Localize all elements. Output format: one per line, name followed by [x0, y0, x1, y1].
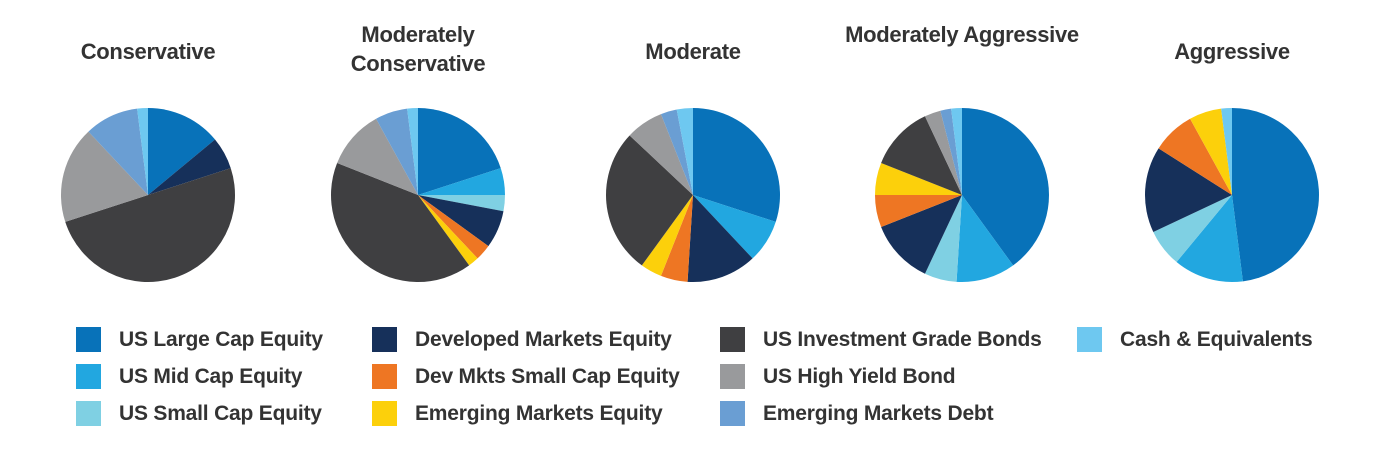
pie-2 [605, 108, 781, 282]
pie-slice [1153, 195, 1232, 263]
pie-slice [687, 195, 753, 282]
pie-title: Conservative [80, 39, 216, 64]
legend-label: Dev Mkts Small Cap Equity [415, 364, 680, 388]
legend-label: US Mid Cap Equity [119, 364, 303, 388]
legend-label: US High Yield Bond [763, 364, 956, 388]
pie-title: Moderately Conservative [350, 22, 486, 76]
legend-swatch [76, 364, 101, 389]
pie-slice [660, 109, 693, 195]
legend-label: Emerging Markets Equity [415, 401, 663, 425]
pie-slice [693, 195, 776, 259]
pie-slice [924, 110, 962, 195]
legend-swatch [720, 327, 745, 352]
pie-slice [65, 168, 235, 282]
pie-slice [605, 135, 693, 266]
legend-label: Emerging Markets Debt [763, 401, 994, 425]
pie-slice [337, 118, 418, 195]
pie-slice [940, 108, 962, 195]
legend-item: Cash & Equivalents [1077, 327, 1313, 352]
legend-item: US Large Cap Equity [76, 327, 323, 352]
pie-slice [875, 162, 962, 195]
legend-label: Cash & Equivalents [1120, 327, 1313, 351]
legend-swatch [372, 327, 397, 352]
pie-slice [1158, 118, 1232, 195]
pie-charts [61, 108, 1319, 283]
legend-swatch [720, 401, 745, 426]
legend-label: US Large Cap Equity [119, 327, 323, 351]
pie-slice [88, 108, 148, 195]
pie-slice [641, 195, 693, 276]
pie-slice [693, 108, 781, 222]
pie-slice [148, 108, 216, 195]
pie-title: Moderate [645, 39, 741, 64]
legend-item: Developed Markets Equity [372, 327, 672, 352]
pie-title: Aggressive [1174, 39, 1290, 64]
pie-title: Moderately Aggressive [845, 22, 1079, 47]
pie-slice [962, 108, 1049, 266]
legend-swatch [1077, 327, 1102, 352]
pie-slice [956, 195, 1014, 283]
pie-slice [418, 195, 505, 212]
pie-slice [676, 108, 693, 195]
pie-slice [376, 108, 418, 195]
pie-3 [875, 108, 1049, 283]
pie-slice [881, 116, 962, 195]
pie-slice [418, 195, 489, 259]
pie-slice [330, 162, 470, 283]
pie-slice [407, 108, 418, 195]
legend-item: Emerging Markets Equity [372, 401, 663, 426]
legend-item: US Mid Cap Equity [76, 364, 302, 389]
legend-item: Dev Mkts Small Cap Equity [372, 364, 680, 389]
pie-slice [881, 195, 962, 274]
pie-slice [418, 168, 505, 195]
legend-label: US Small Cap Equity [119, 401, 322, 425]
pie-slice [951, 108, 962, 195]
pie-slice [1221, 108, 1232, 195]
legend-swatch [76, 401, 101, 426]
pie-slice [1232, 108, 1319, 282]
legend-item: US Investment Grade Bonds [720, 327, 1042, 352]
pie-slice [148, 139, 231, 195]
pie-0 [61, 108, 235, 282]
pie-slice [1190, 108, 1232, 195]
pie-slice [629, 114, 693, 195]
pie-slice [1176, 195, 1243, 282]
pie-slice [1145, 148, 1232, 233]
pie-4 [1145, 108, 1319, 282]
legend-label: US Investment Grade Bonds [763, 327, 1042, 351]
legend-item: US Small Cap Equity [76, 401, 322, 426]
legend-swatch [76, 327, 101, 352]
legend-item: US High Yield Bond [720, 364, 956, 389]
pie-slice [924, 195, 962, 282]
pie-slice [61, 131, 149, 222]
legend-swatch [372, 401, 397, 426]
pie-slice [418, 195, 478, 266]
legend-label: Developed Markets Equity [415, 327, 672, 351]
pie-slice [418, 195, 504, 247]
pie-slice [660, 195, 693, 282]
legend-swatch [372, 364, 397, 389]
legend-item: Emerging Markets Debt [720, 401, 994, 426]
pie-slice [137, 108, 148, 195]
legend-swatch [720, 364, 745, 389]
pie-slice [418, 108, 501, 195]
pie-slice [875, 195, 962, 228]
pie-1 [330, 108, 505, 283]
